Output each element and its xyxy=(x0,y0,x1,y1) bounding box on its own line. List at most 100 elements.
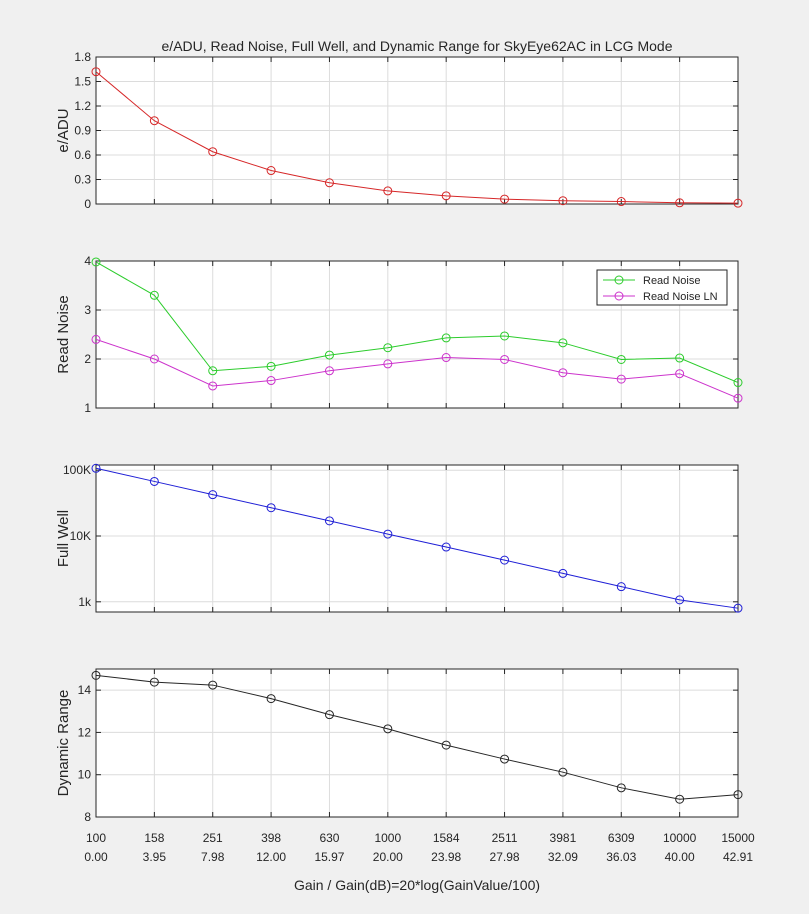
y-tick-label: 1 xyxy=(84,401,91,415)
data-point xyxy=(500,194,510,204)
data-point xyxy=(558,338,568,348)
series-1 xyxy=(91,463,743,613)
data-point xyxy=(91,670,101,680)
y-tick-label: 1.8 xyxy=(74,50,91,64)
legend-marker xyxy=(614,275,624,285)
data-point xyxy=(500,555,510,565)
y-tick-label: 1.2 xyxy=(74,99,91,113)
data-point xyxy=(324,350,334,360)
panel-4: 8 10 12 14 Dynamic Range xyxy=(55,668,743,824)
data-point xyxy=(558,767,568,777)
y-tick-label: 2 xyxy=(84,352,91,366)
series-line xyxy=(95,674,739,800)
data-point xyxy=(149,677,159,687)
series-2 xyxy=(91,334,743,403)
y-tick-label: 3 xyxy=(84,303,91,317)
y-tick-label: 10 xyxy=(78,768,92,782)
y-tick-label: 14 xyxy=(78,683,92,697)
y-tick-label: 0.6 xyxy=(74,148,91,162)
axes-border xyxy=(95,260,739,409)
x-axis-label: Gain / Gain(dB)=20*log(GainValue/100) xyxy=(294,877,540,893)
y-axis-label: e/ADU xyxy=(55,108,72,152)
series-1 xyxy=(91,257,743,388)
x-tick-label-gain: 2511 xyxy=(492,831,518,845)
data-point xyxy=(441,542,451,552)
data-point xyxy=(208,366,218,376)
x-tick-label-db: 7.98 xyxy=(201,850,225,864)
data-point xyxy=(616,197,626,207)
axes-border xyxy=(95,668,739,818)
data-point xyxy=(733,603,743,613)
x-tick-label-gain: 1000 xyxy=(374,831,401,845)
data-point xyxy=(208,490,218,500)
data-point xyxy=(266,503,276,513)
x-tick-label-db: 36.03 xyxy=(606,850,636,864)
data-point xyxy=(616,354,626,364)
x-tick-label-gain: 15000 xyxy=(721,831,755,845)
x-tick-label-gain: 1584 xyxy=(433,831,460,845)
data-point xyxy=(383,343,393,353)
data-point xyxy=(616,582,626,592)
data-point xyxy=(324,178,334,188)
y-tick-label: 1.5 xyxy=(74,75,91,89)
y-tick-label: 0.3 xyxy=(74,173,91,187)
data-point xyxy=(149,476,159,486)
legend-label: Read Noise xyxy=(643,275,700,287)
y-axis-label: Full Well xyxy=(55,510,72,567)
data-point xyxy=(675,353,685,363)
data-point xyxy=(733,393,743,403)
axes-border xyxy=(95,56,739,205)
x-tick-label-db: 15.97 xyxy=(314,850,344,864)
data-point xyxy=(441,333,451,343)
data-point xyxy=(558,196,568,206)
y-tick-label: 100K xyxy=(63,463,91,477)
legend: Read Noise Read Noise LN xyxy=(596,269,728,306)
data-point xyxy=(149,354,159,364)
data-point xyxy=(441,353,451,363)
x-tick-label-gain: 158 xyxy=(144,831,164,845)
series-line xyxy=(95,261,739,383)
data-point xyxy=(91,257,101,267)
x-tick-label-gain: 100 xyxy=(86,831,106,845)
chart-title: e/ADU, Read Noise, Full Well, and Dynami… xyxy=(162,38,673,54)
data-point xyxy=(383,529,393,539)
series-line xyxy=(95,71,739,204)
x-tick-label-db: 40.00 xyxy=(665,850,695,864)
data-point xyxy=(266,361,276,371)
y-tick-label: 10K xyxy=(70,529,91,543)
x-tick-label-db: 12.00 xyxy=(256,850,286,864)
data-point xyxy=(149,290,159,300)
x-tick-label-gain: 398 xyxy=(261,831,281,845)
data-point xyxy=(91,463,101,473)
x-tick-label-db: 20.00 xyxy=(373,850,403,864)
data-point xyxy=(733,790,743,800)
data-point xyxy=(266,694,276,704)
data-point xyxy=(149,116,159,126)
y-tick-label: 1k xyxy=(78,595,92,609)
y-tick-label: 0 xyxy=(84,197,91,211)
x-tick-label-db: 3.95 xyxy=(143,850,167,864)
x-tick-label-gain: 251 xyxy=(203,831,223,845)
data-point xyxy=(558,368,568,378)
x-tick-label-gain: 3981 xyxy=(550,831,577,845)
data-point xyxy=(500,331,510,341)
data-point xyxy=(675,198,685,208)
y-tick-label: 8 xyxy=(84,810,91,824)
legend-marker xyxy=(614,291,624,301)
y-tick-label: 12 xyxy=(78,725,92,739)
data-point xyxy=(558,568,568,578)
data-point xyxy=(383,724,393,734)
data-point xyxy=(500,754,510,764)
data-point xyxy=(733,378,743,388)
data-point xyxy=(324,366,334,376)
data-point xyxy=(441,740,451,750)
data-point xyxy=(208,147,218,157)
x-tick-label-db: 32.09 xyxy=(548,850,578,864)
data-point xyxy=(266,166,276,176)
data-point xyxy=(324,710,334,720)
series-1 xyxy=(91,67,743,208)
data-point xyxy=(324,516,334,526)
data-point xyxy=(208,680,218,690)
